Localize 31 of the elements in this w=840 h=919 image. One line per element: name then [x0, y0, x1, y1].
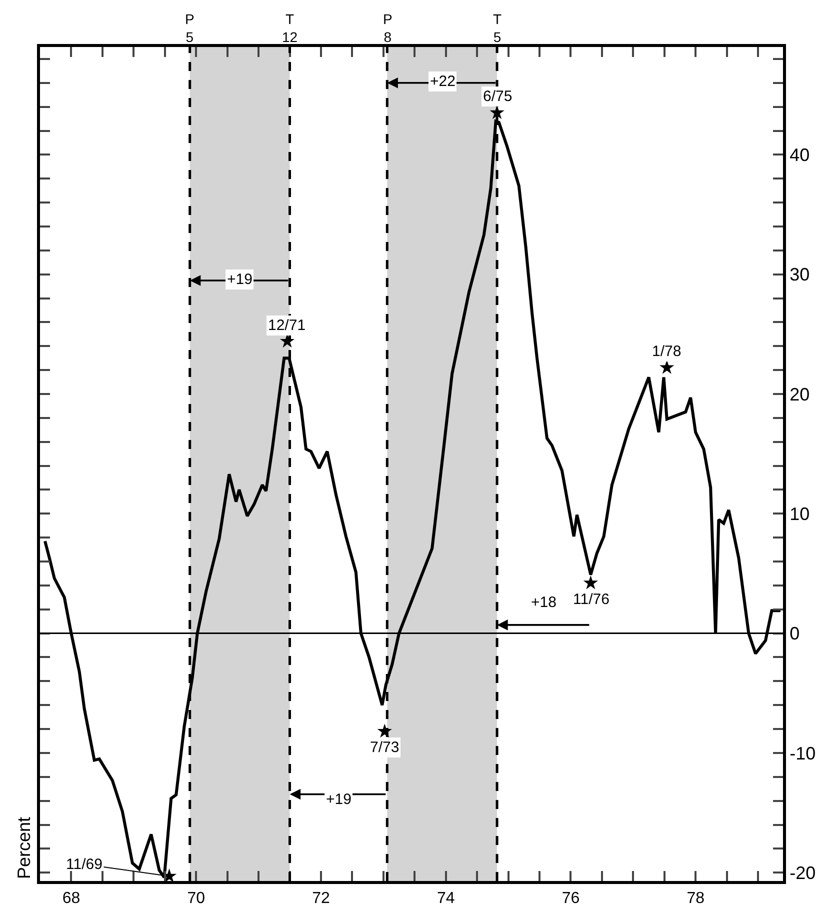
- y-tick-label: 40: [790, 144, 810, 165]
- y-tick-label: 10: [790, 504, 810, 524]
- x-tick-label: 76: [562, 890, 580, 908]
- point: [490, 105, 504, 120]
- annotation: 7/73: [370, 739, 400, 756]
- annotation: +18: [531, 594, 556, 611]
- annotation: +19: [326, 791, 352, 808]
- ref-line-label: T 12: [282, 11, 298, 46]
- x-tick-label: 74: [436, 890, 455, 908]
- y-tick-label: 20: [790, 384, 810, 404]
- annotation: +22: [430, 73, 456, 90]
- annotation: 11/76: [573, 591, 610, 608]
- annotation: +19: [227, 271, 252, 288]
- ref-line-label: T 5: [493, 11, 502, 46]
- ref-line-label: P 8: [383, 11, 392, 46]
- annotation: 12/71: [268, 317, 306, 334]
- annotation: 11/69: [66, 856, 102, 873]
- y-tick-label: -20: [790, 862, 816, 883]
- y-tick-label: 0: [790, 624, 800, 644]
- x-tick-label: 72: [312, 890, 330, 908]
- ref-line-label: P 5: [185, 11, 194, 46]
- annotation: 1/78: [652, 343, 682, 360]
- y-tick-label: -10: [790, 743, 816, 764]
- annotation: 6/75: [483, 88, 512, 105]
- point: [660, 360, 674, 374]
- y-tick-label: 30: [790, 264, 810, 285]
- x-tick-label: 68: [62, 890, 80, 908]
- point: [583, 575, 598, 590]
- x-tick-label: 70: [187, 890, 206, 908]
- y-axis-title: Percent: [14, 816, 34, 879]
- x-tick-label: 78: [686, 890, 705, 908]
